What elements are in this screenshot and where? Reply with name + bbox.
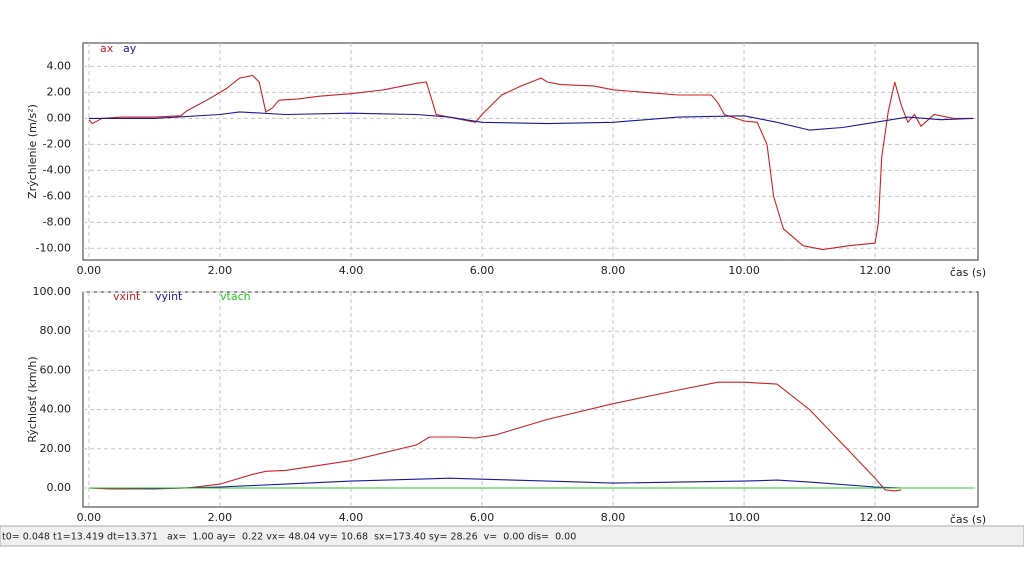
x-tick-label: 2.00 xyxy=(208,511,233,524)
status-text: t0= 0.048 t1=13.419 dt=13.371 ax= 1.00 a… xyxy=(2,532,576,543)
data-line xyxy=(88,74,974,251)
y-tick-label: -2.00 xyxy=(43,137,71,150)
y-tick-label: 4.00 xyxy=(47,59,72,72)
y-tick-label: 0.00 xyxy=(47,481,72,494)
x-tick-label: 10.00 xyxy=(728,511,760,524)
y-tick-label: 100.00 xyxy=(33,285,72,298)
x-tick-label: 8.00 xyxy=(601,264,626,277)
y-tick-label: -6.00 xyxy=(43,189,71,202)
y-tick-label: -4.00 xyxy=(43,163,71,176)
x-tick-label: 8.00 xyxy=(601,511,626,524)
status-bar xyxy=(0,525,1024,547)
plot-area xyxy=(82,42,979,261)
y-tick-label: 2.00 xyxy=(47,85,72,98)
x-tick-label: 6.00 xyxy=(470,264,495,277)
x-tick-label: 2.00 xyxy=(208,264,233,277)
legend-label: vxint xyxy=(113,290,141,303)
x-tick-label: 4.00 xyxy=(339,511,364,524)
plot-area xyxy=(82,291,979,508)
x-axis-label: čas (s) xyxy=(950,513,986,526)
y-tick-label: -8.00 xyxy=(43,215,71,228)
data-line xyxy=(88,381,902,492)
x-tick-label: 0.00 xyxy=(77,511,102,524)
legend-label: vtach xyxy=(220,290,251,303)
x-tick-label: 12.00 xyxy=(859,511,891,524)
data-line xyxy=(88,477,902,490)
y-axis-label: Zrýchlenie (m/s²) xyxy=(26,104,39,199)
legend-label: ay xyxy=(123,42,137,55)
y-tick-label: 60.00 xyxy=(40,363,72,376)
x-tick-label: 10.00 xyxy=(728,264,760,277)
y-tick-label: -10.00 xyxy=(36,241,71,254)
legend-label: vyint xyxy=(155,290,183,303)
x-tick-label: 6.00 xyxy=(470,511,495,524)
legend-label: ax xyxy=(100,42,114,55)
x-tick-label: 4.00 xyxy=(339,264,364,277)
x-axis-label: čas (s) xyxy=(950,266,986,279)
x-tick-label: 12.00 xyxy=(859,264,891,277)
y-tick-label: 80.00 xyxy=(40,324,72,337)
x-tick-label: 0.00 xyxy=(77,264,102,277)
y-tick-label: 0.00 xyxy=(47,111,72,124)
y-axis-label: Rýchlosť (km/h) xyxy=(26,356,39,442)
y-tick-label: 40.00 xyxy=(40,403,72,416)
data-line xyxy=(88,111,974,131)
y-tick-label: 20.00 xyxy=(40,442,72,455)
